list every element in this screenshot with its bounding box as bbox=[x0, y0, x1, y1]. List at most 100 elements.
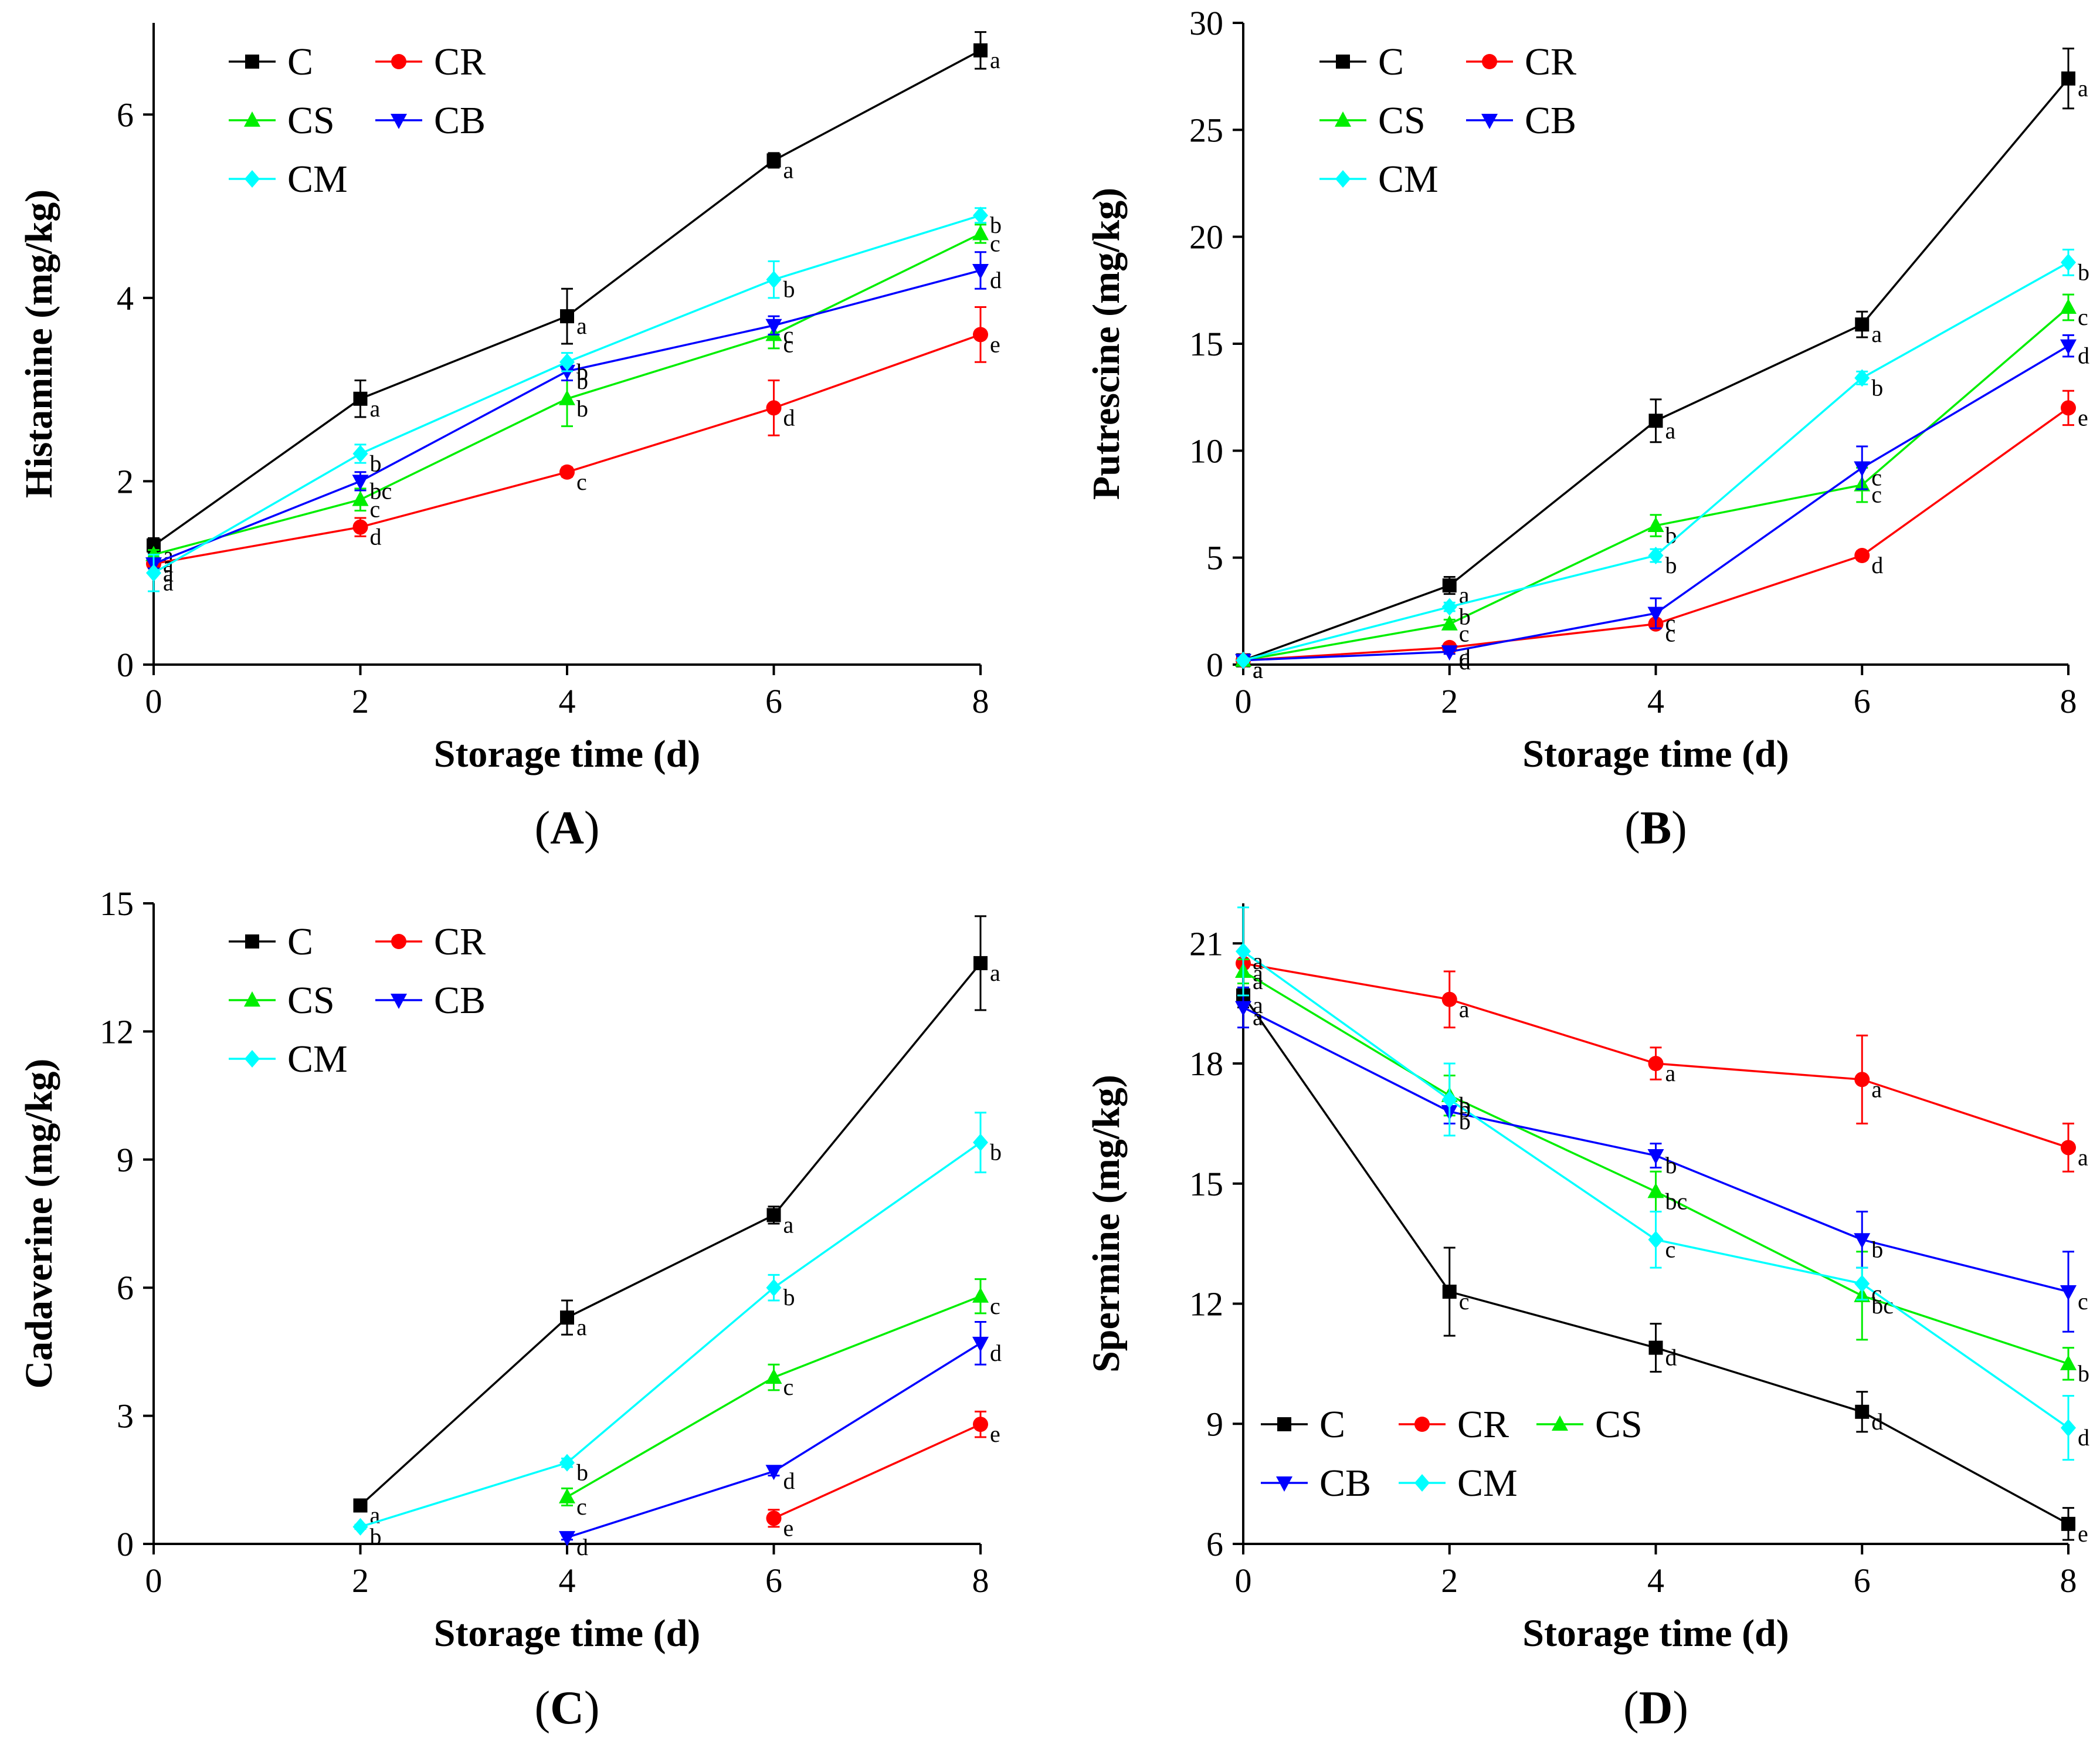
series-line-c bbox=[1243, 77, 2070, 662]
data-point-c bbox=[766, 153, 781, 168]
significance-label: a bbox=[2078, 1144, 2088, 1170]
y-tick-label: 6 bbox=[1206, 1525, 1223, 1563]
x-tick-label: 6 bbox=[765, 682, 782, 720]
legend: C CR CS CB CM bbox=[1261, 1403, 1643, 1505]
significance-label: c bbox=[1665, 609, 1676, 636]
legend: C CR CS CB CM bbox=[229, 920, 486, 1080]
significance-label: c bbox=[1871, 482, 1882, 508]
data-point-cs bbox=[1647, 516, 1664, 532]
data-point-cr bbox=[973, 1417, 988, 1432]
legend-label-cs: CS bbox=[287, 979, 335, 1022]
data-point-c bbox=[973, 956, 988, 970]
data-point-cs bbox=[352, 490, 369, 506]
significance-label: c bbox=[1459, 1288, 1470, 1315]
legend-marker-c bbox=[245, 55, 259, 69]
x-tick-label: 6 bbox=[1854, 682, 1871, 720]
y-tick-label: 3 bbox=[117, 1397, 134, 1435]
significance-label: c bbox=[1871, 465, 1882, 491]
significance-label: a bbox=[576, 1314, 587, 1340]
data-point-cb bbox=[972, 263, 989, 279]
legend: C CR CS CB CM bbox=[1319, 40, 1576, 201]
significance-label: d bbox=[1665, 1344, 1677, 1371]
panel-letter: D bbox=[1639, 1682, 1673, 1734]
x-axis-title: Storage time (d) bbox=[1522, 733, 1789, 775]
significance-label: d bbox=[576, 1534, 588, 1560]
x-tick-label: 6 bbox=[765, 1562, 782, 1600]
significance-label: b bbox=[1665, 522, 1677, 548]
legend-label-c: C bbox=[287, 920, 313, 963]
data-point-cs bbox=[2060, 299, 2077, 314]
data-point-cm bbox=[559, 1454, 575, 1472]
y-tick-label: 9 bbox=[117, 1141, 134, 1179]
significance-label: a bbox=[1253, 992, 1263, 1018]
significance-label: c bbox=[783, 322, 794, 348]
data-point-cb bbox=[1441, 645, 1458, 661]
data-point-cm bbox=[1854, 1275, 1870, 1293]
y-axis-title: Spermine (mg/kg) bbox=[1085, 1075, 1128, 1373]
significance-label: b bbox=[370, 1523, 382, 1550]
data-point-cm bbox=[1441, 1090, 1457, 1109]
data-point-cs bbox=[559, 389, 575, 405]
data-point-cs bbox=[1647, 1183, 1664, 1198]
significance-label: a bbox=[1253, 657, 1263, 683]
legend-label-cs: CS bbox=[1378, 99, 1426, 142]
panel-paren-open: ( bbox=[1623, 1682, 1639, 1734]
y-tick-label: 20 bbox=[1189, 218, 1223, 256]
data-point-cb bbox=[765, 1465, 782, 1481]
significance-label: b bbox=[1459, 1108, 1471, 1134]
significance-label: a bbox=[990, 47, 1000, 73]
data-point-cm bbox=[1648, 1231, 1664, 1249]
x-tick-label: 4 bbox=[1647, 682, 1664, 720]
legend-marker-c bbox=[1277, 1417, 1291, 1431]
panel-paren-close: ) bbox=[1671, 802, 1687, 854]
significance-label: a bbox=[576, 313, 587, 339]
data-point-cm bbox=[1854, 369, 1870, 387]
legend-marker-c bbox=[245, 934, 259, 949]
legend-marker-cb bbox=[1276, 1476, 1292, 1492]
data-point-cb bbox=[1854, 1233, 1871, 1249]
x-axis-title: Storage time (d) bbox=[434, 1612, 701, 1655]
data-point-cm bbox=[2061, 1419, 2076, 1437]
series-cr: ee bbox=[766, 1410, 1000, 1541]
significance-label: d bbox=[783, 404, 795, 431]
x-tick-label: 0 bbox=[145, 682, 162, 720]
significance-label: c bbox=[1459, 621, 1470, 647]
significance-label: a bbox=[1253, 1004, 1263, 1030]
series-cm: b b b b bbox=[352, 1112, 1002, 1550]
data-point-cr bbox=[1441, 991, 1457, 1007]
data-point-cm bbox=[1236, 651, 1251, 669]
panel-letter: C bbox=[550, 1682, 584, 1734]
data-point-cs bbox=[559, 1488, 575, 1503]
significance-label: e bbox=[2078, 1520, 2088, 1547]
legend-marker-cm bbox=[1414, 1474, 1430, 1492]
legend-label-cr: CR bbox=[434, 920, 486, 963]
chart-b: 0 2 4 6 8 0 5 10 15 20 25 30 Storage time (d) Putresc… bbox=[1085, 4, 2089, 854]
significance-label: bc bbox=[370, 477, 392, 504]
x-tick-label: 8 bbox=[972, 1562, 989, 1600]
legend-marker-cr bbox=[1414, 1417, 1430, 1432]
x-tick-label: 2 bbox=[1441, 1562, 1458, 1600]
data-point-cs bbox=[2060, 1354, 2077, 1370]
significance-label: a bbox=[1253, 657, 1263, 683]
significance-label: b bbox=[2078, 259, 2089, 285]
legend-marker-cr bbox=[1482, 54, 1497, 69]
data-point-c bbox=[1648, 414, 1663, 428]
data-point-cs bbox=[1441, 615, 1458, 631]
significance-label: b bbox=[990, 212, 1002, 238]
significance-label: d bbox=[783, 1468, 795, 1494]
data-point-cm bbox=[352, 1518, 368, 1536]
data-point-cb bbox=[1647, 607, 1664, 622]
panel-letter: B bbox=[1640, 802, 1671, 854]
y-tick-label: 0 bbox=[1206, 646, 1223, 684]
y-tick-label: 2 bbox=[117, 462, 134, 500]
chart-c: 0 2 4 6 8 0 3 6 9 12 15 Storage time (d) Cadaverine … bbox=[18, 885, 1002, 1734]
y-tick-label: 18 bbox=[1189, 1045, 1223, 1083]
panel-paren-open: ( bbox=[534, 1682, 550, 1734]
series-cs: c c c bbox=[559, 1278, 1000, 1520]
legend-marker-cb bbox=[1481, 114, 1498, 129]
significance-label: a bbox=[990, 960, 1000, 986]
